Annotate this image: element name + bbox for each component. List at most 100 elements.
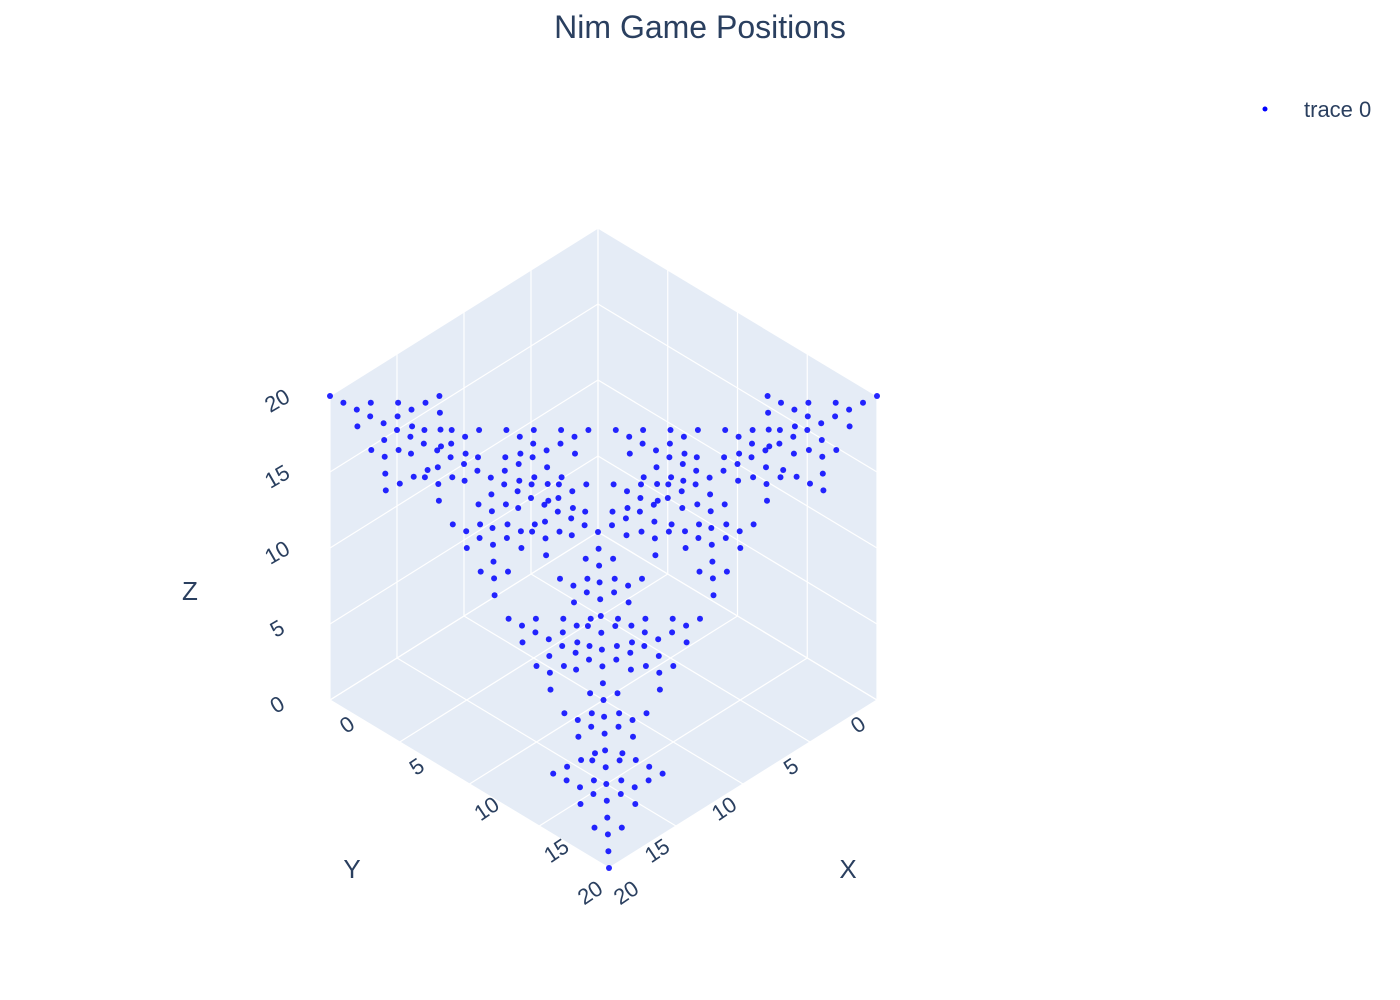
data-point bbox=[515, 461, 522, 467]
data-point bbox=[632, 757, 639, 763]
data-point bbox=[368, 447, 375, 453]
data-point bbox=[833, 447, 840, 453]
data-point bbox=[664, 495, 671, 501]
data-point bbox=[491, 575, 498, 582]
data-point bbox=[560, 663, 567, 669]
data-point bbox=[476, 535, 483, 541]
data-point bbox=[639, 440, 646, 447]
data-point bbox=[586, 656, 592, 663]
data-point bbox=[544, 464, 551, 471]
data-point bbox=[546, 669, 553, 676]
data-point bbox=[683, 639, 690, 646]
data-point bbox=[583, 481, 590, 488]
data-point bbox=[591, 824, 598, 831]
data-point bbox=[693, 454, 700, 461]
data-point bbox=[722, 427, 729, 433]
data-point bbox=[475, 454, 481, 461]
data-point bbox=[563, 777, 570, 784]
data-point bbox=[655, 653, 662, 659]
data-point bbox=[517, 528, 524, 535]
data-point bbox=[558, 474, 565, 481]
data-point bbox=[642, 663, 649, 669]
data-point bbox=[666, 454, 673, 461]
data-point bbox=[763, 464, 769, 471]
data-point bbox=[519, 622, 525, 629]
data-point bbox=[381, 453, 388, 460]
data-point bbox=[723, 568, 730, 575]
data-point bbox=[626, 433, 633, 440]
y-axis-title: Y bbox=[343, 854, 360, 884]
trace-0-points bbox=[327, 393, 880, 871]
data-point bbox=[791, 423, 798, 430]
data-point bbox=[819, 453, 826, 460]
data-point bbox=[764, 497, 770, 504]
data-point bbox=[622, 515, 629, 522]
data-point bbox=[602, 764, 609, 771]
gridline bbox=[597, 227, 878, 397]
data-point bbox=[408, 450, 414, 457]
data-point bbox=[599, 680, 606, 687]
data-point bbox=[560, 615, 567, 622]
data-point bbox=[533, 663, 540, 669]
data-point bbox=[570, 582, 577, 589]
data-point bbox=[394, 427, 400, 433]
data-point bbox=[475, 501, 482, 508]
legend-label-trace-0: trace 0 bbox=[1304, 97, 1371, 122]
data-point bbox=[574, 717, 581, 723]
data-point bbox=[588, 710, 595, 717]
data-point bbox=[629, 717, 636, 723]
y-tick-label: 0 bbox=[846, 711, 870, 739]
data-point bbox=[609, 508, 616, 515]
data-point bbox=[846, 406, 853, 413]
data-point bbox=[659, 770, 666, 777]
data-point bbox=[477, 568, 484, 575]
data-point bbox=[656, 686, 663, 693]
data-point bbox=[559, 629, 566, 636]
data-point bbox=[668, 521, 675, 528]
data-point bbox=[596, 562, 603, 569]
data-point bbox=[599, 663, 606, 670]
data-point bbox=[422, 399, 429, 406]
data-point bbox=[625, 582, 632, 589]
data-point bbox=[550, 770, 557, 777]
z-tick-label: 20 bbox=[260, 384, 294, 418]
data-point bbox=[605, 848, 612, 855]
z-tick-label: 5 bbox=[266, 615, 289, 643]
gridline bbox=[329, 303, 599, 473]
data-point bbox=[476, 427, 483, 433]
data-point bbox=[501, 481, 508, 488]
data-point bbox=[503, 535, 510, 541]
data-point bbox=[793, 473, 800, 480]
data-point bbox=[463, 528, 470, 535]
legend[interactable]: trace 0 bbox=[1262, 97, 1372, 122]
data-point bbox=[695, 535, 702, 541]
data-point bbox=[598, 646, 605, 653]
data-point bbox=[462, 433, 469, 440]
data-point bbox=[502, 454, 509, 461]
data-point bbox=[543, 552, 550, 559]
data-point bbox=[624, 505, 631, 511]
data-point bbox=[603, 781, 610, 787]
data-point bbox=[860, 399, 866, 406]
data-point bbox=[639, 575, 645, 582]
y-tick-label: 5 bbox=[779, 753, 803, 781]
data-point bbox=[618, 777, 625, 784]
data-point bbox=[615, 615, 621, 622]
data-point bbox=[613, 656, 620, 663]
data-point bbox=[616, 710, 623, 717]
data-point bbox=[569, 488, 576, 495]
data-point bbox=[598, 629, 605, 636]
data-point bbox=[542, 535, 549, 542]
data-point bbox=[449, 474, 456, 481]
data-point bbox=[582, 555, 589, 562]
data-point bbox=[518, 545, 525, 551]
data-point bbox=[606, 865, 612, 871]
data-point bbox=[804, 413, 811, 420]
data-point bbox=[382, 470, 389, 477]
data-point bbox=[610, 555, 617, 562]
data-point bbox=[589, 757, 596, 764]
data-point bbox=[568, 515, 575, 522]
data-point bbox=[577, 784, 583, 791]
data-point bbox=[681, 450, 688, 457]
